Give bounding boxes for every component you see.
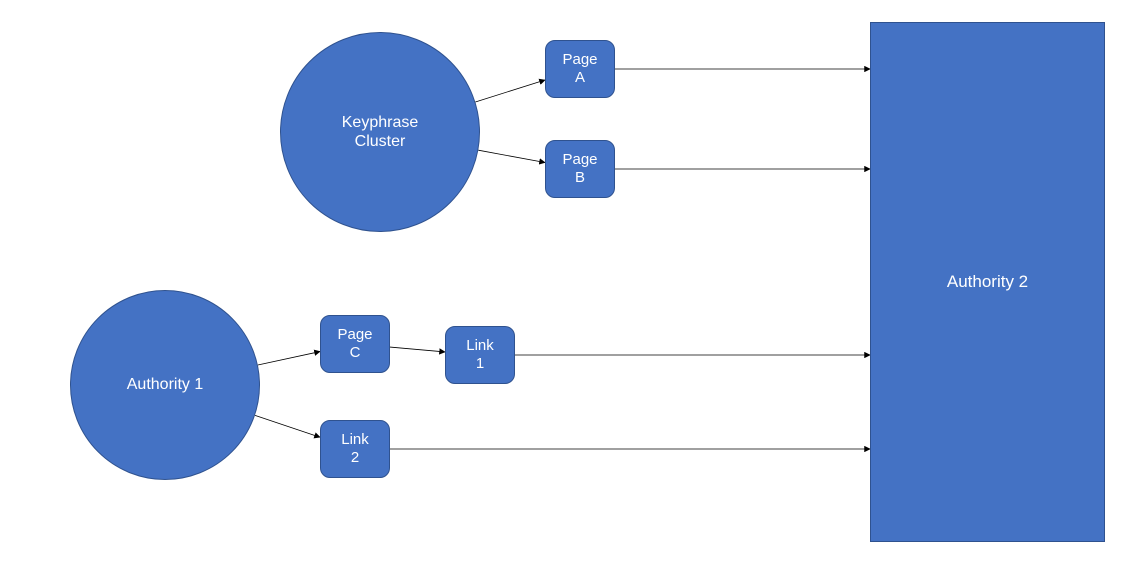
node-link2-label: Link 2: [341, 431, 369, 467]
diagram-canvas: Keyphrase Cluster Authority 1 Authority 2 P…: [0, 0, 1129, 567]
node-authority1: Authority 1: [70, 290, 260, 480]
node-pageA: Page A: [545, 40, 615, 98]
node-keyphrase-label: Keyphrase Cluster: [342, 113, 419, 151]
edge-authority1-to-pageC: [258, 352, 320, 365]
node-authority2: Authority 2: [870, 22, 1105, 542]
node-authority2-label: Authority 2: [947, 272, 1028, 292]
edge-keyphrase-to-pageB: [478, 150, 545, 162]
edge-pageC-to-link1: [390, 347, 445, 352]
edge-authority1-to-link2: [255, 415, 320, 437]
node-pageB-label: Page B: [562, 151, 597, 187]
node-pageC-label: Page C: [337, 326, 372, 362]
edge-keyphrase-to-pageA: [475, 80, 545, 102]
node-pageC: Page C: [320, 315, 390, 373]
node-pageA-label: Page A: [562, 51, 597, 87]
node-link1-label: Link 1: [466, 337, 494, 373]
node-link1: Link 1: [445, 326, 515, 384]
node-link2: Link 2: [320, 420, 390, 478]
node-authority1-label: Authority 1: [127, 375, 203, 394]
node-keyphrase: Keyphrase Cluster: [280, 32, 480, 232]
node-pageB: Page B: [545, 140, 615, 198]
